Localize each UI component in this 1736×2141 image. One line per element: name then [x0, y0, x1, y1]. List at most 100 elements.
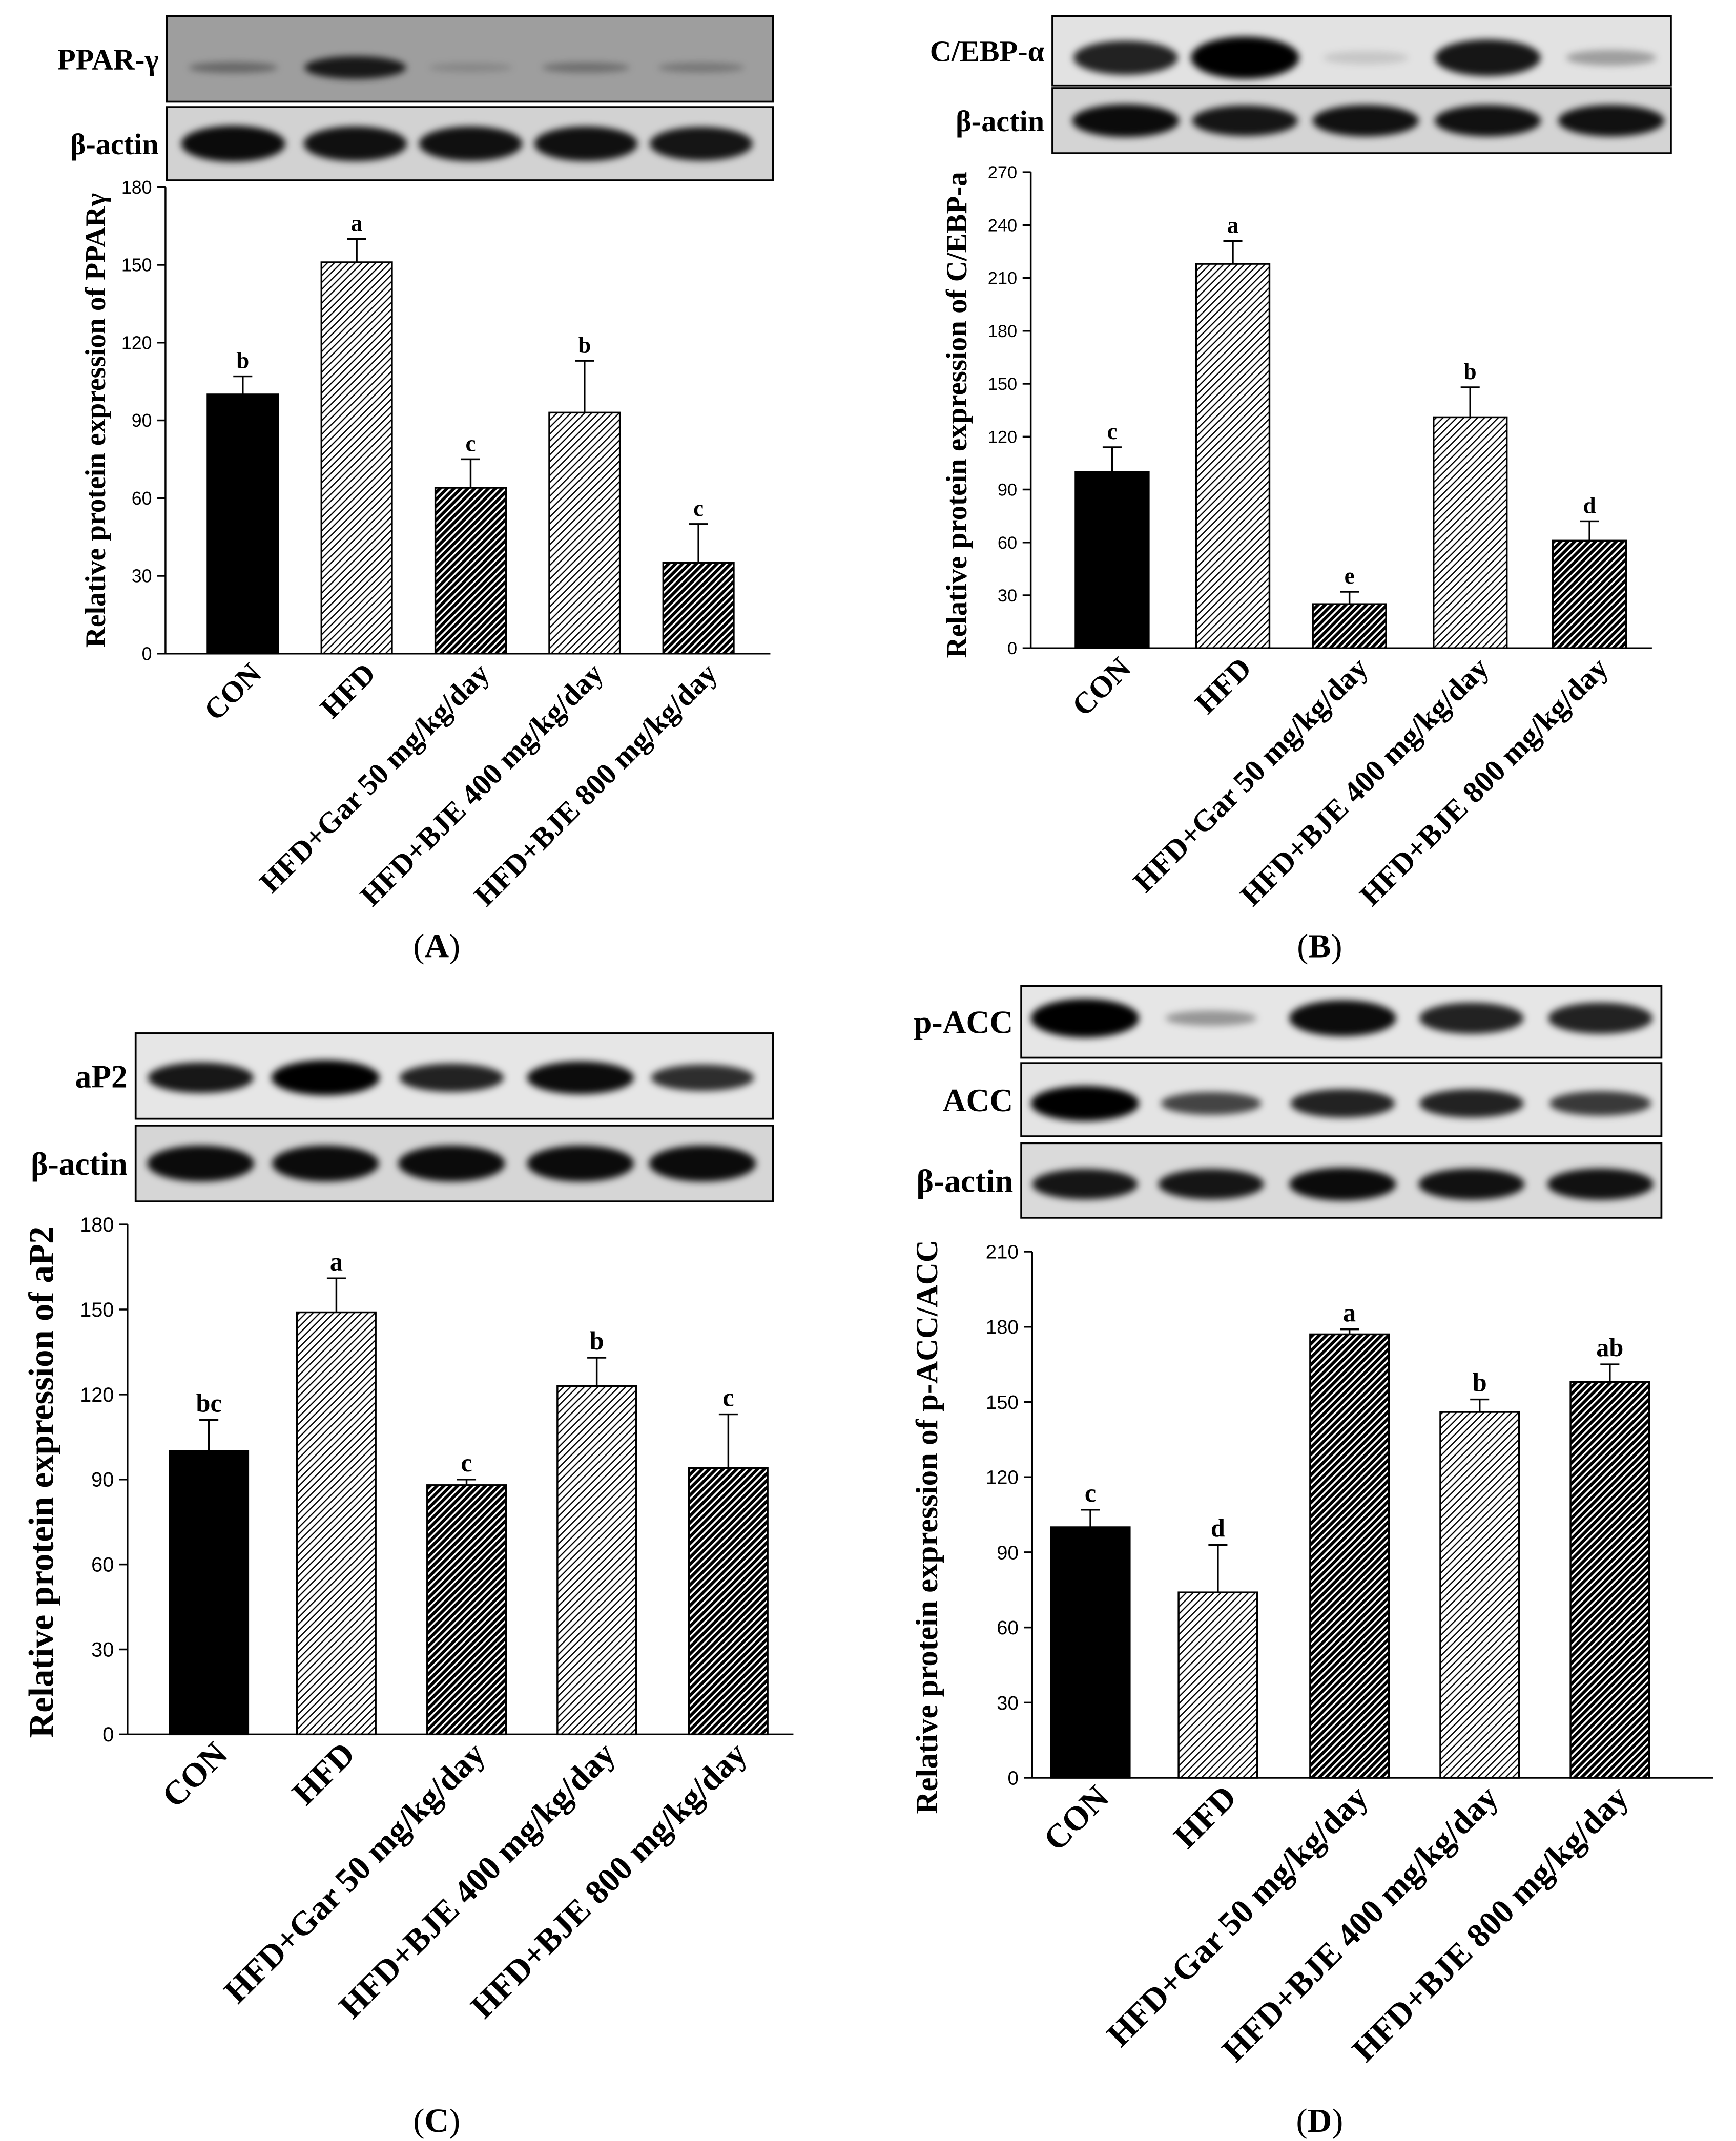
blot-band-lane-5 [1549, 1091, 1651, 1116]
blot-band-lane-5 [651, 1064, 754, 1091]
blot-band-lane-3 [1289, 1000, 1396, 1036]
significance-letter: bc [196, 1389, 221, 1418]
bar-hfd-bje-800-mg-kg-day [688, 1467, 769, 1736]
blot-frame [1020, 1062, 1663, 1137]
y-tick-label: 180 [121, 177, 152, 198]
blot-band-lane-4 [1419, 1089, 1524, 1118]
blot-lanes [147, 1145, 756, 1182]
significance-letter: b [1473, 1368, 1487, 1397]
blot-membrane [167, 16, 773, 102]
bar-hfd-bje-400-mg-kg-day [548, 411, 621, 655]
bar-hfd-gar-50-mg-kg-day [426, 1484, 507, 1736]
blot-beta-actin: β-actin [70, 106, 774, 181]
blot-beta-actin: β-actin [31, 1125, 774, 1202]
blot-band-lane-2 [272, 1145, 379, 1182]
blot-band-lane-2 [271, 1060, 380, 1096]
significance-letter: a [351, 211, 363, 236]
panel-label: (A) [413, 928, 460, 965]
western-blots: PPAR-γ β-actin [57, 15, 774, 181]
blot-band-lane-2 [1191, 36, 1299, 79]
blot-p-acc: p-ACC [914, 985, 1663, 1059]
blot-frame [166, 15, 774, 103]
bar-hfd-bje-400-mg-kg-day [1433, 416, 1508, 649]
blot-label: aP2 [75, 1058, 127, 1095]
significance-letter: a [1227, 212, 1239, 238]
blot-frame [1020, 985, 1663, 1059]
bar-hfd-bje-400-mg-kg-day [556, 1385, 637, 1736]
blot-band-lane-2 [304, 56, 406, 79]
blot-label: ACC [943, 1082, 1014, 1118]
bar-hfd-bje-800-mg-kg-day [1569, 1381, 1650, 1779]
bar-hfd [1177, 1591, 1258, 1779]
panel-label: (C) [413, 2102, 460, 2139]
blot-frame [166, 106, 774, 181]
blot-c-ebp-alpha: C/EBP-α [930, 15, 1672, 87]
y-tick-label: 60 [132, 488, 152, 509]
blot-band-lane-4 [527, 1145, 634, 1182]
y-tick-label: 180 [80, 1214, 114, 1236]
y-tick-label: 210 [988, 269, 1017, 288]
blot-frame [1020, 1142, 1663, 1219]
panel-letter: D [1308, 2102, 1332, 2139]
blot-band-lane-1 [147, 1145, 255, 1182]
panel-letter: A [424, 928, 449, 965]
y-tick-label: 90 [132, 410, 152, 431]
blot-band-lane-2 [1192, 105, 1298, 136]
blot-band-lane-3 [1322, 51, 1409, 65]
bar-hfd [296, 1311, 377, 1736]
blot-lanes [1030, 1086, 1651, 1121]
blot-frame [1051, 87, 1672, 154]
bar-hfd-bje-800-mg-kg-day [1552, 539, 1627, 649]
blot-band-lane-3 [398, 1145, 505, 1182]
blot-lanes [189, 56, 745, 79]
blot-band-lane-4 [527, 1061, 634, 1094]
y-tick-label: 150 [121, 255, 152, 276]
y-tick-label: 150 [986, 1391, 1019, 1414]
y-tick-label: 90 [997, 1542, 1019, 1564]
y-tick-label: 240 [988, 216, 1017, 235]
western-blots: C/EBP-α β-actin [930, 15, 1672, 154]
y-tick-label: 30 [91, 1638, 114, 1661]
y-tick-label: 120 [121, 332, 152, 353]
panel-letter: C [424, 2102, 449, 2139]
y-axis: 0 30 60 90 120 150 180 [80, 1214, 129, 1746]
bar-hfd [1195, 263, 1271, 649]
blot-band-lane-1 [181, 126, 285, 162]
bar-hfd-gar-50-mg-kg-day [1309, 1333, 1390, 1779]
panel-paren: ) [449, 928, 460, 965]
panel-paren: ( [1297, 928, 1308, 965]
blot-band-lane-1 [1073, 40, 1178, 75]
blot-label: β-actin [31, 1146, 128, 1182]
y-axis: 0 30 60 90 120 150 180 210 240 270 [988, 163, 1032, 658]
blot-band-lane-1 [1032, 1169, 1138, 1200]
blot-beta-actin: β-actin [917, 1142, 1663, 1219]
blot-band-lane-3 [419, 126, 523, 161]
y-axis-title: Relative protein expression of aP2 [22, 1227, 60, 1738]
blot-band-lane-5 [1558, 105, 1665, 137]
bar-hfd-gar-50-mg-kg-day [434, 487, 507, 655]
significance-letter: b [590, 1326, 604, 1355]
blot-band-lane-3 [399, 1063, 504, 1092]
blot-frame [134, 1032, 774, 1120]
blot-ap2: aP2 [75, 1032, 774, 1120]
blot-label: β-actin [70, 128, 159, 161]
panel-paren: ) [449, 2102, 460, 2139]
panel-label: (B) [1297, 928, 1342, 965]
bars: c a e b d [1074, 212, 1627, 649]
blot-label: C/EBP-α [930, 35, 1044, 68]
blot-band-lane-5 [1548, 1002, 1653, 1034]
y-tick-label: 180 [988, 322, 1017, 341]
y-tick-label: 30 [998, 586, 1017, 606]
significance-letter: ab [1596, 1333, 1623, 1362]
y-tick-label: 0 [1007, 1767, 1018, 1789]
blot-band-lane-4 [1419, 1002, 1524, 1034]
y-tick-label: 270 [988, 163, 1017, 182]
y-tick-label: 90 [91, 1469, 114, 1491]
blot-beta-actin: β-actin [956, 87, 1672, 154]
y-tick-label: 60 [998, 533, 1017, 553]
blot-label: β-actin [956, 105, 1044, 138]
y-tick-label: 120 [988, 427, 1017, 447]
blot-label: β-actin [917, 1162, 1014, 1199]
y-tick-label: 0 [142, 643, 152, 664]
